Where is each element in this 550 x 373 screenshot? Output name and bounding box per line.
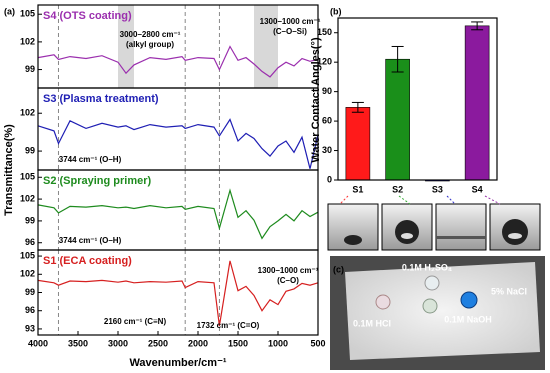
y-tick-label: 99	[25, 64, 35, 74]
annotation: (C–O–Si)	[273, 27, 307, 36]
bar	[385, 58, 410, 181]
y-tick-label: 30	[322, 145, 332, 155]
annotation: 2160 cm⁻¹ (C≡N)	[104, 317, 167, 326]
photo-label: 5% NaCl	[491, 286, 527, 296]
y-axis-label: Water Contact Angles(°)	[310, 37, 322, 163]
droplet-images	[327, 195, 541, 251]
y-tick-label: 96	[25, 305, 35, 315]
annotation: 1732 cm⁻¹ (C=O)	[197, 321, 260, 330]
photo-label: 0.1M H₂SO₄	[402, 262, 452, 272]
x-tick-label: 4000	[28, 338, 48, 348]
y-tick-label: 105	[20, 250, 35, 260]
y-tick-label: 90	[322, 86, 332, 96]
y-tick-label: 105	[20, 9, 35, 19]
photo-label: 0.1M HCl	[353, 318, 391, 328]
y-tick-label: 150	[317, 27, 332, 37]
x-tick-label: 3000	[108, 338, 128, 348]
y-tick-label: 120	[317, 57, 332, 67]
x-tick-label: S1	[352, 184, 363, 194]
subplot-title: S2 (Spraying primer)	[43, 175, 152, 187]
y-tick-label: 99	[25, 287, 35, 297]
photo-label: 0.1M NaOH	[444, 314, 492, 324]
bar	[345, 107, 371, 181]
y-tick-label: 99	[25, 145, 35, 155]
plot-frame	[337, 17, 498, 181]
y-tick-label: 105	[20, 172, 35, 182]
x-tick-label: 1000	[268, 338, 288, 348]
panel-label: (c)	[333, 264, 344, 274]
panel-label: (b)	[330, 6, 342, 16]
y-tick-label: 0	[327, 174, 332, 184]
annotation: 3000–2800 cm⁻¹	[120, 30, 181, 39]
y-tick-label: 102	[20, 269, 35, 279]
x-tick-label: 500	[310, 338, 325, 348]
x-tick-label: S3	[432, 184, 443, 194]
annotation: 1300–1000 cm⁻¹	[258, 266, 319, 275]
subplot-title: S4 (OTS coating)	[43, 10, 132, 22]
y-tick-label: 93	[25, 323, 35, 333]
y-tick-label: 96	[25, 237, 35, 247]
annotation: 3744 cm⁻¹ (O–H)	[59, 155, 122, 164]
y-tick-label: 102	[20, 193, 35, 203]
spectrum-line	[37, 118, 319, 169]
annotation: (C–O)	[277, 276, 299, 285]
spectrum-line	[37, 260, 319, 326]
y-tick-label: 102	[20, 108, 35, 118]
x-tick-label: 1500	[228, 338, 248, 348]
x-tick-label: S4	[472, 184, 483, 194]
subplot-title: S1 (ECA coating)	[43, 255, 132, 267]
spectrum-line	[37, 45, 319, 78]
y-tick-label: 99	[25, 215, 35, 225]
y-tick-label: 102	[20, 36, 35, 46]
y-tick-label: 60	[322, 115, 332, 125]
annotation: (alkyl group)	[126, 40, 174, 49]
x-axis-label: Wavenumber/cm⁻¹	[129, 357, 226, 369]
x-tick-label: 3500	[68, 338, 88, 348]
y-axis-label: Transmittance(%)	[3, 124, 15, 216]
x-tick-label: 2000	[188, 338, 208, 348]
panel-label: (a)	[4, 6, 15, 16]
bar	[464, 25, 490, 181]
photo	[330, 256, 545, 370]
annotation: 3744 cm⁻¹ (O–H)	[59, 236, 122, 245]
x-tick-label: S2	[392, 184, 403, 194]
annotation: 1300–1000 cm⁻¹	[260, 17, 321, 26]
x-tick-label: 2500	[148, 338, 168, 348]
subplot-title: S3 (Plasma treatment)	[43, 93, 159, 105]
spectrum-line	[37, 188, 319, 240]
